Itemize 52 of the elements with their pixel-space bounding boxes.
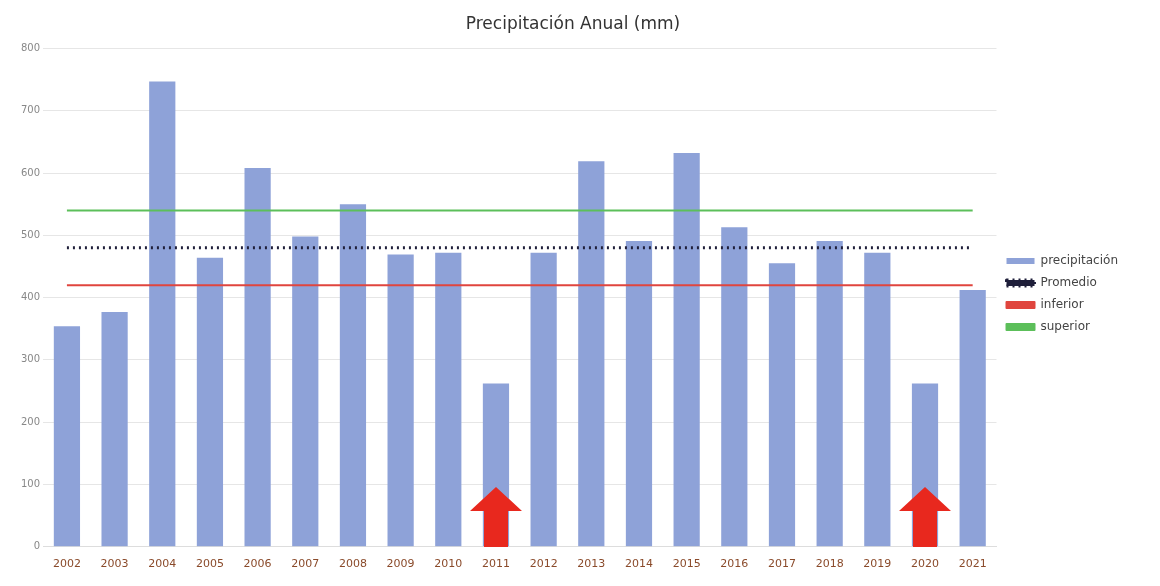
x-tick-label: 2018 — [815, 557, 844, 571]
bar — [530, 252, 557, 547]
y-tick-label: 500 — [20, 228, 41, 240]
x-tick-label: 2020 — [911, 557, 939, 571]
y-tick-label: 200 — [20, 415, 41, 427]
bar — [244, 168, 271, 547]
x-tick-label: 2015 — [672, 557, 701, 571]
legend-label: inferior — [1040, 297, 1084, 312]
bar — [959, 290, 986, 547]
chart-title: Precipitación Anual (mm) — [465, 12, 681, 33]
bar — [816, 240, 843, 547]
bar — [625, 240, 653, 547]
y-tick-label: 300 — [20, 353, 41, 365]
y-tick-label: 600 — [20, 166, 41, 178]
x-tick-label: 2013 — [577, 557, 606, 571]
y-tick-label: 400 — [20, 291, 41, 303]
bar — [149, 81, 176, 547]
bar — [721, 227, 748, 547]
x-tick-label: 2014 — [624, 557, 653, 571]
x-tick-label: 2004 — [148, 557, 177, 571]
x-tick-label: 2009 — [386, 557, 415, 571]
x-tick-label: 2007 — [291, 557, 320, 571]
x-tick-label: 2006 — [243, 557, 272, 571]
bar — [578, 161, 605, 547]
legend-label: Promedio — [1040, 275, 1097, 290]
x-tick-label: 2021 — [958, 557, 987, 571]
x-tick-label: 2008 — [338, 557, 367, 571]
x-tick-label: 2017 — [767, 557, 796, 571]
y-tick-label: 100 — [20, 478, 41, 490]
bar — [435, 252, 462, 547]
bar — [53, 326, 81, 547]
bar — [196, 257, 224, 547]
legend-label: precipitación — [1040, 253, 1119, 268]
y-tick-label: 0 — [33, 540, 41, 552]
legend-label: superior — [1040, 319, 1090, 334]
y-tick-label: 800 — [20, 41, 41, 53]
bar — [864, 252, 891, 547]
x-tick-label: 2002 — [52, 557, 81, 571]
x-tick-label: 2003 — [100, 557, 129, 571]
x-tick-label: 2016 — [720, 557, 749, 571]
x-tick-label: 2005 — [195, 557, 224, 571]
bar — [101, 311, 128, 547]
bar — [387, 254, 414, 547]
x-tick-label: 2012 — [529, 557, 558, 571]
bar — [339, 204, 367, 547]
x-tick-label: 2011 — [481, 557, 510, 571]
x-tick-label: 2010 — [434, 557, 463, 571]
bar — [768, 263, 796, 547]
x-tick-label: 2019 — [863, 557, 892, 571]
y-tick-label: 700 — [20, 104, 41, 116]
bar — [292, 236, 319, 547]
bar — [673, 153, 700, 547]
